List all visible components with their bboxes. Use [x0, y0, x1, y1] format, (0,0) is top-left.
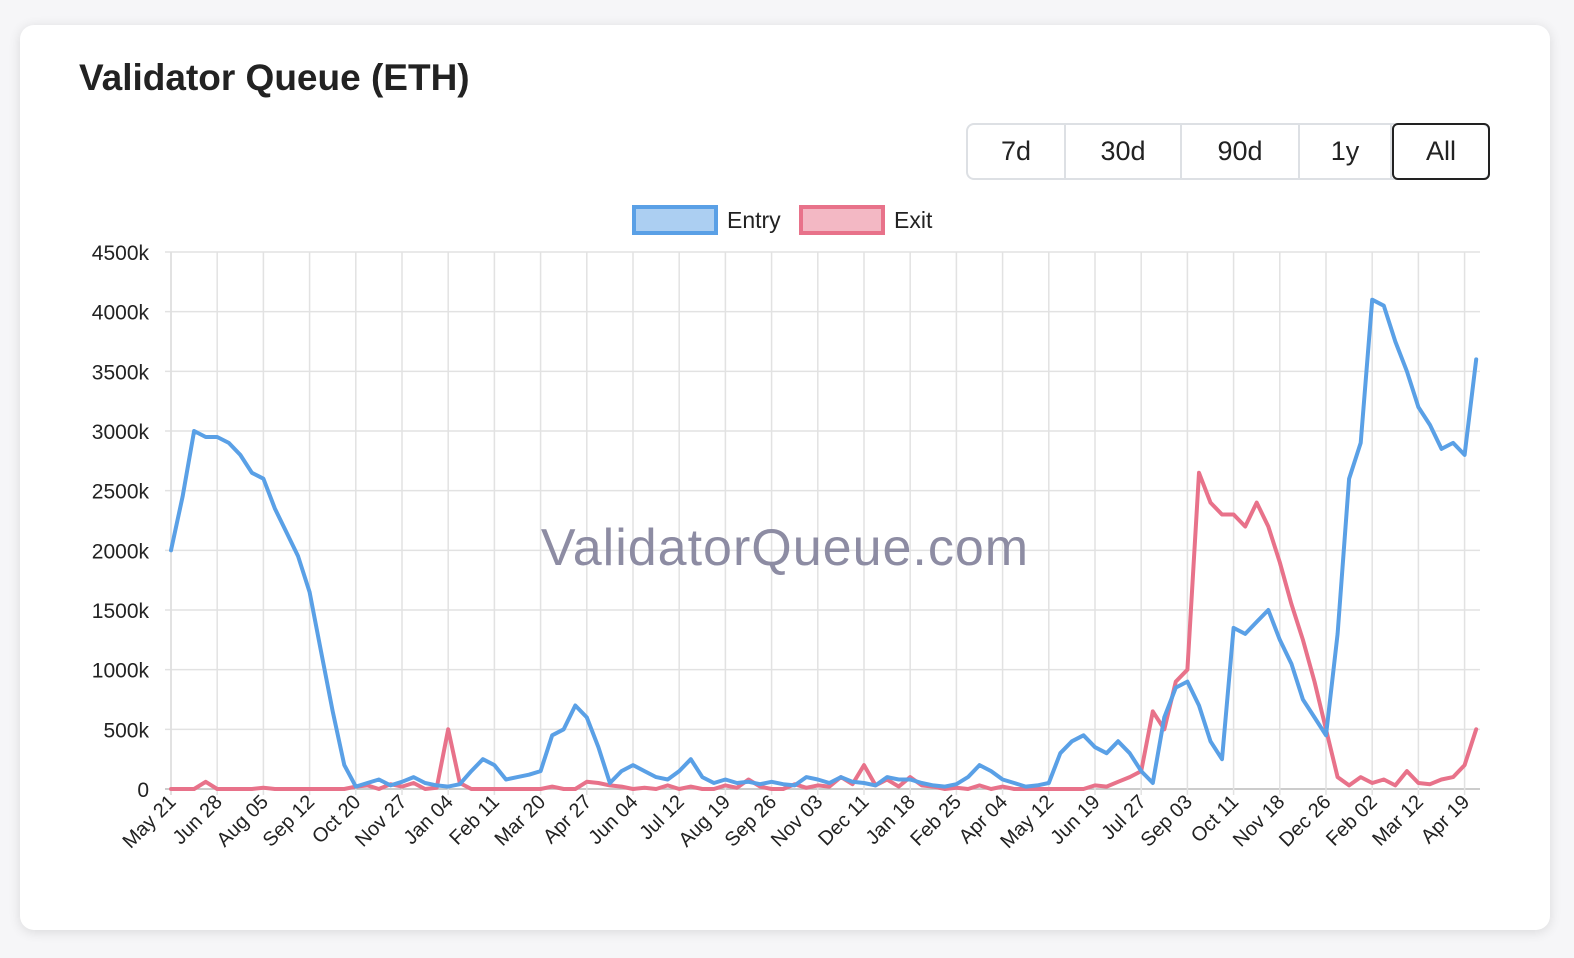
x-tick-label: Sep 03 — [1137, 791, 1197, 851]
y-tick-label: 4000k — [92, 302, 150, 325]
x-tick-label: Sep 12 — [259, 791, 319, 851]
y-tick-label: 1000k — [92, 660, 150, 683]
range-button[interactable]: 1y — [1300, 125, 1392, 178]
x-tick-label: Feb 02 — [1322, 791, 1382, 851]
x-tick-label: Jun 04 — [585, 791, 643, 849]
x-tick-label: Feb 25 — [906, 791, 966, 851]
watermark: ValidatorQueue.com — [541, 519, 1029, 577]
range-button[interactable]: 90d — [1182, 125, 1300, 178]
x-tick-label: Mar 20 — [491, 791, 551, 851]
y-tick-label: 3000k — [92, 421, 150, 444]
range-buttons: 7d 30d 90d 1y All — [966, 123, 1490, 180]
y-tick-label: 2000k — [92, 540, 150, 563]
range-button[interactable]: 30d — [1066, 125, 1182, 178]
x-tick-label: Apr 19 — [1417, 791, 1474, 848]
y-tick-label: 500k — [103, 719, 149, 742]
card-title: Validator Queue (ETH) — [79, 57, 470, 98]
x-tick-label: Sep 26 — [721, 791, 781, 851]
y-tick-label: 4500k — [92, 242, 150, 265]
x-tick-label: Dec 26 — [1275, 791, 1335, 851]
card: Validator Queue (ETH) 7d 30d 90d 1y All — [20, 25, 1550, 930]
y-tick-label: 2500k — [92, 481, 150, 504]
legend-label: Entry — [727, 207, 781, 233]
x-tick-label: Mar 12 — [1368, 791, 1428, 851]
legend-swatch — [632, 205, 718, 235]
legend-label: Exit — [894, 207, 933, 233]
x-tick-label: Jun 19 — [1047, 791, 1105, 849]
x-tick-label: Apr 27 — [539, 791, 596, 848]
x-tick-label: Jan 04 — [400, 791, 458, 849]
y-tick-label: 3500k — [92, 361, 150, 384]
x-tick-label: Nov 27 — [351, 791, 411, 851]
series-line — [169, 297, 1479, 789]
y-tick-label: 1500k — [92, 600, 150, 623]
x-tick-label: Dec 11 — [814, 791, 873, 850]
y-tick-label: 0 — [137, 779, 149, 802]
x-tick-label: Nov 03 — [767, 791, 827, 851]
x-tick-label: May 21 — [119, 791, 181, 853]
range-button[interactable]: All — [1392, 123, 1490, 180]
legend-swatch — [799, 205, 885, 235]
range-button[interactable]: 7d — [968, 125, 1066, 178]
